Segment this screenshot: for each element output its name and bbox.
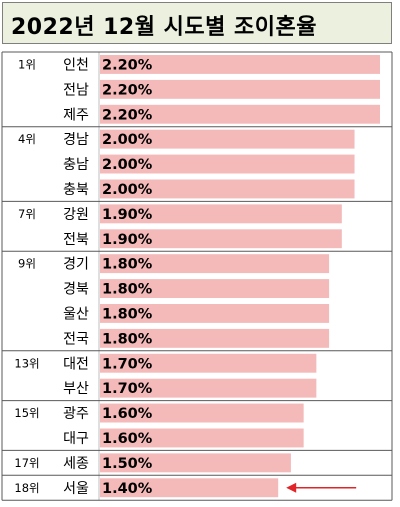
bar [100, 79, 380, 99]
region-label: 인천 [63, 57, 89, 73]
bar [100, 378, 317, 398]
value-label: 1.80% [102, 306, 153, 322]
region-label: 대전 [63, 356, 89, 372]
region-label: 전북 [63, 232, 89, 248]
region-label: 경남 [63, 132, 89, 148]
rank-label: 9위 [18, 257, 36, 271]
bar [100, 453, 291, 473]
bar [100, 304, 330, 323]
region-label: 서울 [63, 481, 89, 497]
value-label: 2.20% [102, 82, 153, 98]
value-label: 2.00% [102, 157, 153, 173]
value-label: 2.00% [102, 182, 153, 198]
rank-label: 7위 [18, 207, 36, 221]
bar [100, 353, 317, 373]
bar [100, 403, 304, 423]
region-label: 대구 [63, 431, 89, 447]
chart-title: 2022년 12월 시도별 조이혼율 [11, 15, 317, 40]
region-label: 광주 [63, 406, 89, 422]
value-label: 1.50% [102, 456, 153, 472]
bar [100, 154, 355, 174]
title-bar: 2022년 12월 시도별 조이혼율 [2, 2, 392, 44]
value-label: 1.60% [102, 406, 153, 422]
highlight-arrow-icon [286, 482, 297, 493]
bar [100, 428, 304, 448]
region-label: 부산 [63, 381, 89, 397]
value-label: 1.90% [102, 207, 153, 223]
bar [100, 229, 342, 249]
rank-label: 4위 [18, 132, 36, 146]
value-label: 1.90% [102, 232, 153, 248]
value-label: 1.70% [102, 381, 153, 397]
region-label: 전남 [63, 82, 89, 98]
value-label: 2.20% [102, 57, 153, 73]
rank-label: 15위 [14, 406, 39, 420]
region-label: 경기 [63, 257, 89, 273]
region-label: 전국 [63, 331, 89, 347]
value-label: 1.80% [102, 331, 153, 347]
region-label: 강원 [63, 207, 89, 223]
value-label: 1.80% [102, 257, 153, 273]
bar [100, 179, 355, 199]
value-label: 1.40% [102, 481, 153, 497]
region-label: 충북 [63, 182, 89, 198]
value-label: 1.70% [102, 356, 153, 372]
value-label: 2.20% [102, 107, 153, 123]
region-label: 경북 [63, 282, 89, 298]
bar [100, 129, 355, 149]
bar [100, 104, 380, 124]
value-label: 2.00% [102, 132, 153, 148]
rank-label: 18위 [14, 481, 39, 495]
bar [100, 204, 342, 224]
rank-label: 17위 [14, 456, 39, 470]
value-label: 1.80% [102, 282, 153, 298]
bar [100, 279, 330, 298]
region-label: 충남 [63, 157, 89, 173]
bar [100, 478, 279, 498]
bar [100, 254, 330, 274]
rank-label: 13위 [14, 356, 39, 370]
bar [100, 55, 380, 74]
value-label: 1.60% [102, 431, 153, 447]
bar [100, 328, 330, 348]
region-label: 제주 [63, 107, 89, 123]
region-label: 울산 [63, 306, 89, 322]
rank-label: 1위 [18, 57, 36, 71]
region-label: 세종 [63, 456, 89, 472]
